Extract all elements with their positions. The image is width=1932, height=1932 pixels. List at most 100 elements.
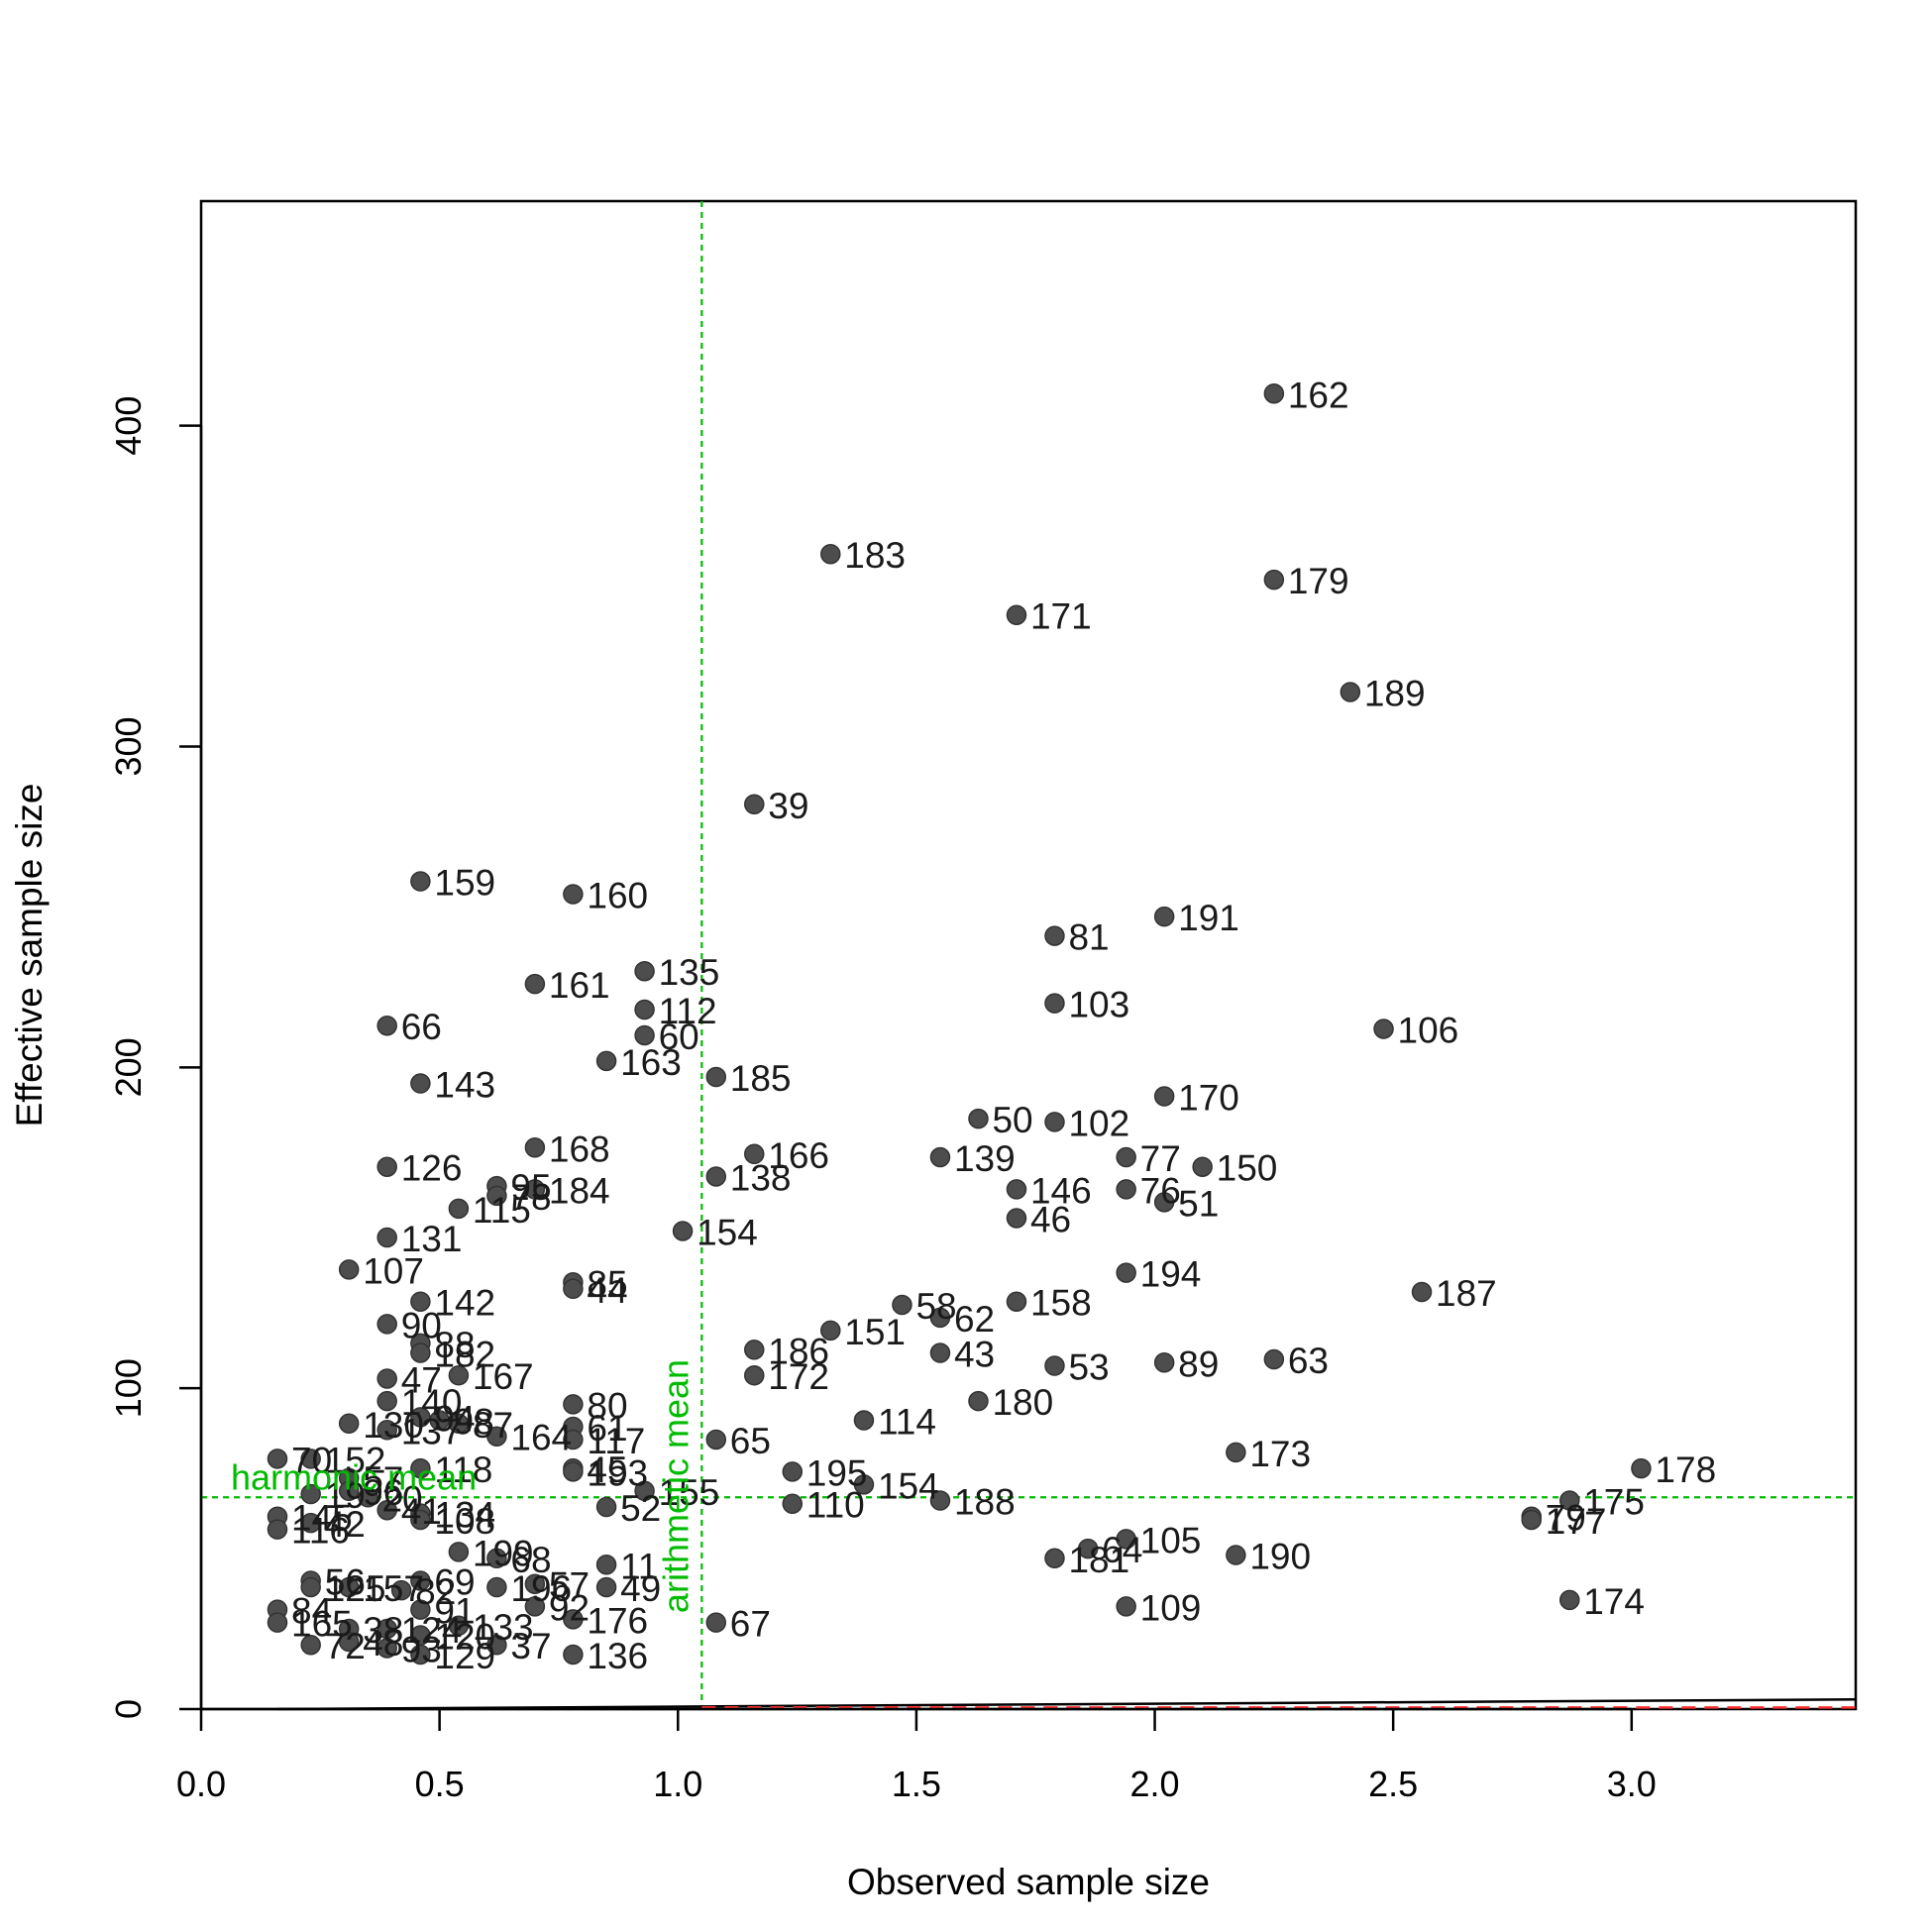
- data-point-label: 133: [473, 1607, 534, 1648]
- data-point-label: 177: [1546, 1501, 1607, 1542]
- data-point: [300, 1512, 321, 1534]
- data-point-label: 164: [510, 1418, 572, 1458]
- data-point-label: 69: [434, 1561, 475, 1602]
- data-point: [267, 1449, 288, 1469]
- data-point-label: 181: [1068, 1540, 1129, 1580]
- y-tick-label: 100: [108, 1358, 149, 1418]
- data-point-label: 160: [587, 875, 648, 915]
- data-point-label: 126: [401, 1148, 463, 1189]
- data-point-label: 150: [1217, 1148, 1278, 1189]
- data-point-label: 183: [844, 535, 906, 576]
- data-point-label: 117: [587, 1421, 645, 1461]
- data-point-label: 158: [1030, 1283, 1092, 1324]
- y-axis: 0 100 200 300 400: [108, 396, 203, 1719]
- data-point-label: 191: [1178, 898, 1239, 938]
- data-point-label: 159: [434, 863, 495, 904]
- reference-lines: [201, 201, 1856, 1709]
- data-point: [448, 1615, 470, 1637]
- data-point: [486, 1548, 507, 1569]
- data-point: [1077, 1538, 1099, 1559]
- data-point: [448, 1413, 470, 1435]
- data-point-label: 45: [587, 1449, 627, 1490]
- data-point-label: 129: [434, 1636, 495, 1676]
- data-point-label: 184: [549, 1170, 610, 1211]
- data-point: [672, 1221, 694, 1241]
- data-point: [338, 1480, 360, 1502]
- data-point-label: 118: [434, 1449, 492, 1490]
- data-point: [524, 1137, 546, 1158]
- data-point-label: 76: [1140, 1170, 1181, 1211]
- data-point: [376, 1227, 397, 1248]
- data-point: [448, 1364, 470, 1386]
- data-point-label: 84: [291, 1591, 332, 1632]
- y-axis-title: Effective sample size: [9, 784, 50, 1127]
- data-point: [929, 1490, 951, 1511]
- data-point: [563, 1278, 584, 1300]
- data-point-label: 137: [401, 1411, 463, 1451]
- data-point: [267, 1519, 288, 1540]
- solid-baseline: [276, 1698, 1857, 1711]
- data-point: [376, 1314, 397, 1335]
- data-point: [1340, 682, 1361, 702]
- data-point: [1044, 1112, 1065, 1132]
- data-point: [1116, 1596, 1136, 1617]
- x-axis-title: Observed sample size: [847, 1862, 1210, 1902]
- data-point-label: 103: [1068, 985, 1129, 1025]
- data-point: [634, 1024, 655, 1046]
- data-point: [595, 1555, 617, 1575]
- data-point-label: 136: [587, 1636, 648, 1676]
- data-point: [744, 794, 765, 815]
- x-tick-label: 1.0: [653, 1764, 702, 1804]
- data-point-label: 176: [587, 1600, 648, 1641]
- data-point: [1006, 1208, 1027, 1229]
- data-point-label: 114: [878, 1402, 936, 1443]
- data-point-label: 112: [659, 991, 717, 1031]
- data-point-label: 173: [1249, 1434, 1311, 1474]
- data-point: [1116, 1262, 1136, 1283]
- data-point: [376, 1390, 397, 1412]
- data-point: [705, 1429, 727, 1450]
- horizontal-reference-label: harmonic mean: [231, 1456, 477, 1497]
- data-point: [705, 1612, 727, 1633]
- data-point-label: 98: [454, 1402, 494, 1443]
- data-point: [563, 884, 584, 905]
- data-point: [892, 1294, 912, 1316]
- data-point-label: 154: [697, 1212, 758, 1252]
- data-point: [1226, 1545, 1246, 1565]
- data-point: [1044, 925, 1065, 946]
- data-point: [820, 543, 841, 565]
- data-point: [1116, 1179, 1136, 1200]
- data-point-label: 115: [473, 1190, 531, 1231]
- data-point-label: 110: [806, 1485, 865, 1526]
- data-point-label: 52: [620, 1488, 661, 1529]
- data-point-label: 195: [806, 1452, 868, 1493]
- data-point-label: 134: [434, 1494, 495, 1535]
- data-point-label: 108: [434, 1501, 495, 1542]
- data-point-label: 56: [325, 1561, 366, 1602]
- data-point-label: 142: [434, 1283, 495, 1324]
- data-point: [486, 1185, 507, 1207]
- data-point-label: 130: [363, 1405, 424, 1446]
- data-point: [1558, 1589, 1580, 1611]
- data-point-label: 175: [1583, 1482, 1645, 1523]
- data-point: [1153, 1352, 1175, 1373]
- data-point-label: 68: [510, 1540, 551, 1580]
- data-point: [429, 1410, 450, 1431]
- data-point-label: 89: [1178, 1343, 1219, 1384]
- data-point-label: 199: [473, 1533, 534, 1573]
- data-point: [595, 1496, 617, 1518]
- data-point: [486, 1634, 507, 1656]
- data-point: [563, 1644, 584, 1665]
- data-point: [1558, 1490, 1580, 1511]
- data-point: [563, 1429, 584, 1450]
- data-point: [563, 1609, 584, 1630]
- data-point-label: 67: [730, 1604, 771, 1645]
- data-point-label: 187: [1436, 1273, 1497, 1314]
- data-point: [486, 1576, 507, 1598]
- data-point: [705, 1166, 727, 1187]
- data-point-label: 162: [1288, 375, 1349, 415]
- data-point-label: 82: [415, 1571, 456, 1612]
- data-point: [410, 1407, 431, 1428]
- data-point: [744, 1364, 765, 1386]
